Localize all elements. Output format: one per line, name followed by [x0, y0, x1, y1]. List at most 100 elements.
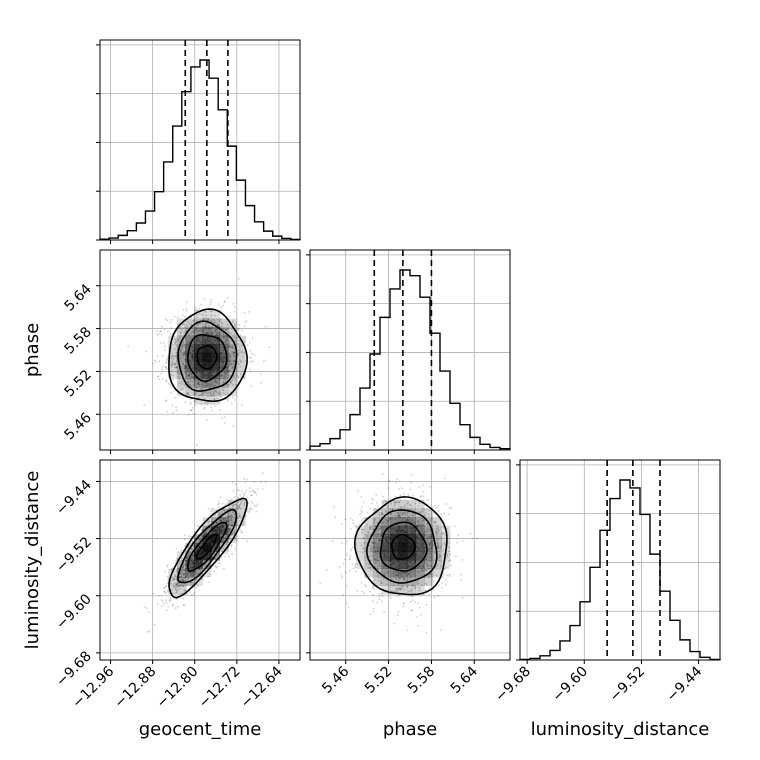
joint-panel-geocent_time-vs-luminosity_distance-scatter-point	[175, 577, 178, 580]
joint-panel-geocent_time-vs-phase-scatter-point	[218, 332, 221, 335]
joint-panel-phase-vs-luminosity_distance-scatter-point	[393, 505, 396, 507]
joint-panel-phase-vs-luminosity_distance-scatter-point	[448, 553, 451, 556]
joint-panel-phase-vs-luminosity_distance-scatter-point	[411, 609, 413, 612]
joint-panel-geocent_time-vs-phase-scatter-point	[222, 385, 225, 388]
joint-panel-geocent_time-vs-luminosity_distance-scatter-point	[215, 521, 218, 523]
joint-panel-phase-vs-luminosity_distance-scatter-point	[406, 586, 409, 588]
joint-panel-geocent_time-vs-phase-scatter-point	[228, 342, 231, 344]
joint-panel-geocent_time-vs-luminosity_distance-scatter-point	[204, 532, 206, 535]
joint-panel-phase-vs-luminosity_distance-scatter-point	[412, 514, 415, 517]
joint-panel-geocent_time-vs-phase-scatter-point	[231, 350, 233, 353]
joint-panel-phase-vs-luminosity_distance-scatter-point	[372, 528, 375, 531]
joint-panel-geocent_time-vs-phase-scatter-point	[218, 382, 220, 385]
joint-panel-geocent_time-vs-phase-scatter-point	[199, 394, 202, 396]
joint-panel-geocent_time-vs-phase-border	[99, 249, 301, 451]
joint-panel-phase-vs-luminosity_distance-scatter-point	[385, 500, 388, 503]
joint-panel-geocent_time-vs-phase-scatter-point	[225, 339, 228, 342]
joint-panel-geocent_time-vs-luminosity_distance-scatter-point	[180, 549, 183, 552]
joint-panel-phase-vs-luminosity_distance-scatter-point	[361, 506, 363, 508]
joint-panel-phase-vs-luminosity_distance-scatter-point	[372, 545, 375, 548]
joint-panel-phase-vs-luminosity_distance-scatter-point	[416, 520, 419, 523]
joint-panel-phase-vs-luminosity_distance-scatter-point	[409, 519, 412, 522]
joint-panel-phase-vs-luminosity_distance-scatter-point	[422, 594, 425, 596]
hist-panel-luminosity_distance: −9.68 −9.60 −9.52 −9.44	[492, 459, 721, 705]
joint-panel-geocent_time-vs-phase-scatter-point	[199, 329, 202, 332]
joint-panel-phase-vs-luminosity_distance-scatter-point	[347, 606, 350, 608]
joint-panel-geocent_time-vs-phase-scatter-point	[174, 397, 177, 399]
joint-panel-phase-vs-luminosity_distance-density-cell	[364, 542, 374, 552]
joint-panel-phase-vs-luminosity_distance-scatter-point	[380, 580, 382, 583]
joint-panel-phase-vs-luminosity_distance-scatter-point	[441, 582, 444, 584]
joint-panel-phase-vs-luminosity_distance-scatter-point	[430, 555, 432, 558]
joint-panel-phase-vs-luminosity_distance-scatter-point	[374, 550, 376, 553]
joint-panel-geocent_time-vs-phase-scatter-point	[224, 380, 227, 383]
x-axis-title-luminosity_distance: luminosity_distance	[531, 719, 710, 740]
joint-panel-geocent_time-vs-luminosity_distance-scatter-point	[172, 592, 174, 595]
joint-panel-geocent_time-vs-phase-scatter-point	[250, 385, 253, 388]
joint-panel-phase-vs-luminosity_distance-scatter-point	[387, 515, 389, 517]
joint-panel-geocent_time-vs-luminosity_distance-density-cell	[168, 577, 178, 587]
joint-panel-phase-vs-luminosity_distance-scatter-point	[396, 589, 398, 592]
joint-panel-phase-vs-luminosity_distance-scatter-point	[375, 550, 378, 553]
joint-panel-phase-vs-luminosity_distance-scatter-point	[431, 517, 433, 520]
joint-panel-geocent_time-vs-phase-density-cell	[211, 378, 220, 388]
joint-panel-geocent_time-vs-phase-scatter-point	[229, 354, 232, 357]
joint-panel-geocent_time-vs-luminosity_distance-scatter-point	[224, 552, 227, 554]
joint-panel-phase-vs-luminosity_distance-scatter-point	[430, 541, 432, 543]
joint-panel-phase-vs-luminosity_distance-scatter-point	[399, 586, 402, 589]
joint-panel-phase-vs-luminosity_distance-scatter-point	[371, 587, 374, 590]
joint-panel-geocent_time-vs-luminosity_distance-scatter-point	[190, 557, 193, 560]
joint-panel-phase-vs-luminosity_distance-scatter-point	[389, 497, 392, 500]
joint-panel-geocent_time-vs-phase-scatter-point	[221, 322, 224, 324]
joint-panel-phase-vs-luminosity_distance-scatter-point	[426, 529, 429, 531]
joint-panel-geocent_time-vs-phase-scatter-point	[222, 389, 225, 392]
joint-panel-geocent_time-vs-phase-scatter-point	[177, 323, 179, 326]
joint-panel-geocent_time-vs-phase-density-cell	[228, 344, 238, 354]
joint-panel-phase-vs-luminosity_distance-scatter-point	[437, 594, 440, 597]
joint-panel-phase-vs-luminosity_distance-density-cell	[424, 551, 434, 561]
joint-panel-phase-vs-luminosity_distance-density-cell	[398, 534, 408, 544]
joint-panel-geocent_time-vs-luminosity_distance-scatter-point	[211, 556, 214, 558]
joint-panel-geocent_time-vs-phase-scatter-point	[186, 381, 189, 384]
joint-panel-geocent_time-vs-luminosity_distance-scatter-point	[238, 519, 241, 522]
joint-panel-geocent_time-vs-phase-scatter-point	[230, 380, 233, 382]
joint-panel-geocent_time-vs-luminosity_distance-scatter-point	[219, 544, 222, 546]
joint-panel-phase-vs-luminosity_distance-scatter-point	[419, 613, 422, 616]
joint-panel-phase-vs-luminosity_distance-scatter-point	[384, 500, 387, 503]
joint-panel-phase-vs-luminosity_distance-scatter-point	[373, 542, 376, 545]
joint-panel-geocent_time-vs-phase-scatter-point	[194, 308, 196, 311]
joint-panel-phase-vs-luminosity_distance-scatter-point	[366, 534, 369, 537]
joint-panel-geocent_time-vs-phase-scatter-point	[160, 330, 162, 333]
joint-panel-phase-vs-luminosity_distance-scatter-point	[379, 533, 381, 536]
joint-panel-phase-vs-luminosity_distance-plot-area	[319, 473, 479, 634]
joint-panel-geocent_time-vs-phase-scatter-point	[157, 375, 160, 377]
joint-panel-geocent_time-vs-luminosity_distance-scatter-point	[187, 535, 190, 537]
joint-panel-phase-vs-luminosity_distance-scatter-point	[412, 522, 414, 525]
joint-panel-geocent_time-vs-luminosity_distance-scatter-point	[166, 565, 169, 568]
joint-panel-phase-vs-luminosity_distance-density-cell	[381, 551, 391, 561]
joint-panel-geocent_time-vs-luminosity_distance-scatter-point	[228, 527, 231, 530]
joint-panel-phase-vs-luminosity_distance-scatter-point	[368, 528, 371, 530]
joint-panel-geocent_time-vs-luminosity_distance-scatter-point	[215, 521, 218, 524]
joint-panel-phase-vs-luminosity_distance-scatter-point	[398, 506, 401, 509]
joint-panel-geocent_time-vs-phase-scatter-point	[195, 328, 198, 331]
joint-panel-geocent_time-vs-phase-scatter-point	[164, 366, 167, 369]
joint-panel-phase-vs-luminosity_distance-scatter-point	[436, 524, 439, 527]
joint-panel-geocent_time-vs-phase-scatter-point	[219, 319, 222, 321]
joint-panel-geocent_time-vs-luminosity_distance-scatter-point	[223, 509, 225, 511]
joint-panel-geocent_time-vs-luminosity_distance-scatter-point	[226, 515, 229, 518]
joint-panel-geocent_time-vs-luminosity_distance-scatter-point	[183, 588, 186, 591]
joint-panel-geocent_time-vs-luminosity_distance-plot-area	[143, 472, 267, 633]
joint-panel-geocent_time-vs-phase-scatter-point	[216, 333, 219, 335]
joint-panel-geocent_time-vs-phase-density-cell	[185, 352, 195, 362]
joint-panel-phase-vs-luminosity_distance-scatter-point	[368, 531, 370, 534]
joint-panel-geocent_time-vs-luminosity_distance-scatter-point	[242, 492, 245, 495]
joint-panel-phase-vs-luminosity_distance-scatter-point	[427, 513, 430, 516]
joint-panel-phase-vs-luminosity_distance-scatter-point	[395, 587, 398, 590]
joint-panel-phase-vs-luminosity_distance-scatter-point	[373, 588, 376, 591]
joint-panel-geocent_time-vs-luminosity_distance-scatter-point	[229, 507, 232, 510]
joint-panel-phase-vs-luminosity_distance-scatter-point	[406, 502, 409, 505]
joint-panel-phase-vs-luminosity_distance-scatter-point	[362, 517, 365, 520]
joint-panel-geocent_time-vs-luminosity_distance-scatter-point	[174, 575, 176, 578]
joint-panel-phase-vs-luminosity_distance-scatter-point	[371, 541, 373, 544]
